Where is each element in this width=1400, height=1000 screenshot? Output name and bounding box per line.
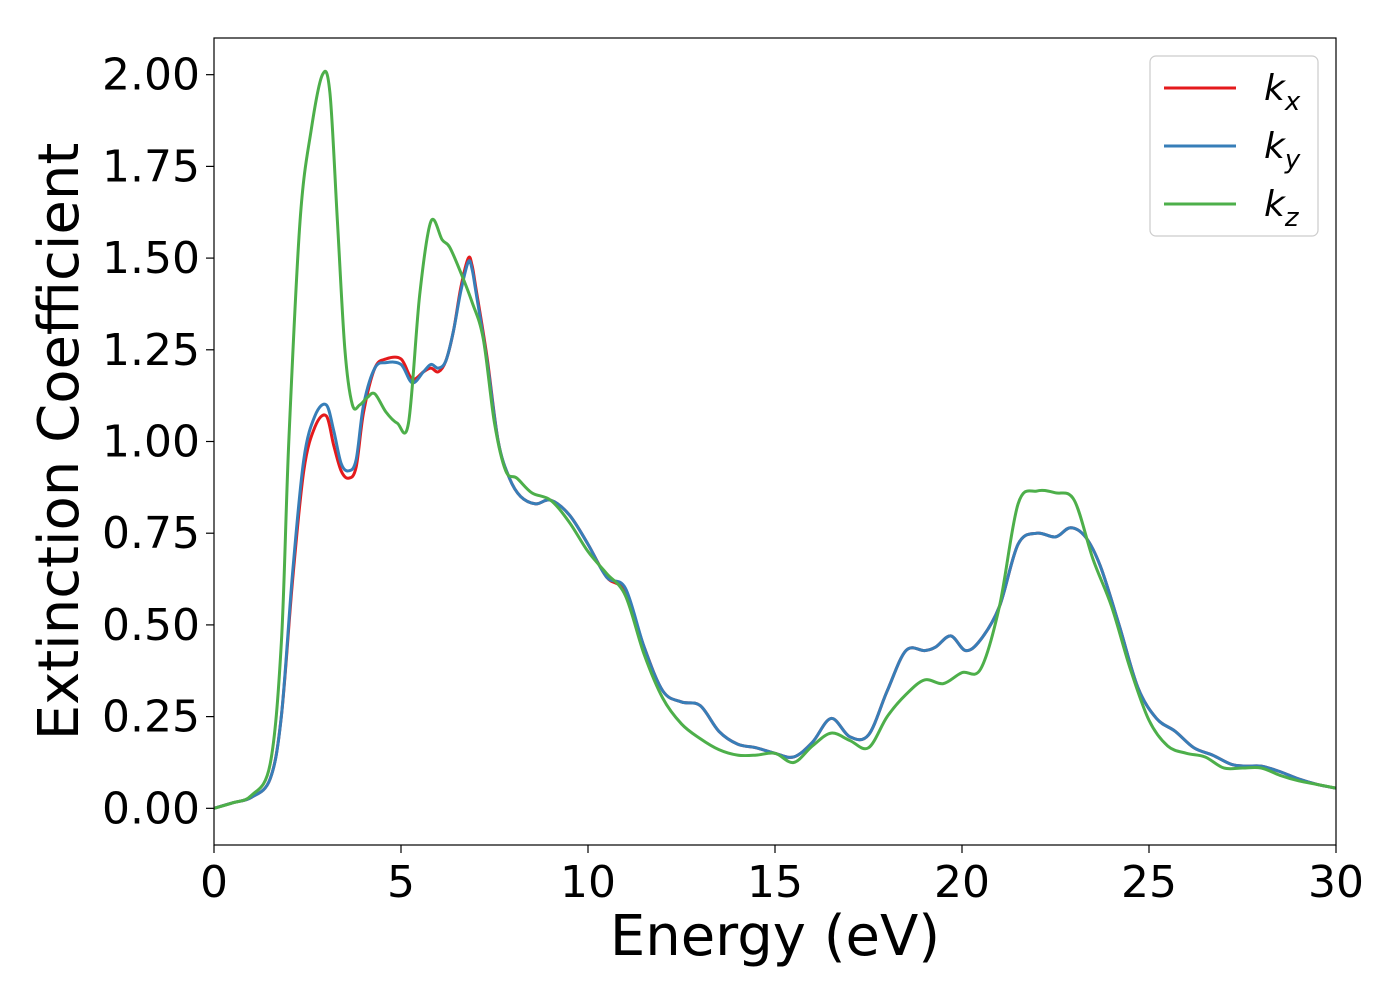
x-tick-label: 10 bbox=[560, 857, 616, 908]
series-layer bbox=[214, 69, 1336, 810]
legend-label-kz: kz bbox=[1264, 184, 1300, 233]
y-tick-label: 0.75 bbox=[102, 508, 200, 559]
y-axis-ticks: 0.00 0.25 0.50 0.75 1.00 1.25 1.50 1.75 2.00 bbox=[102, 50, 214, 834]
x-tick-label: 15 bbox=[747, 857, 803, 908]
y-tick-label: 1.00 bbox=[102, 417, 200, 468]
legend-label-kx: kx bbox=[1264, 68, 1301, 117]
x-tick-label: 5 bbox=[387, 857, 415, 908]
y-tick-label: 0.25 bbox=[102, 692, 200, 743]
series-line-kz bbox=[214, 69, 1336, 810]
y-tick-label: 2.00 bbox=[102, 50, 200, 101]
x-tick-label: 0 bbox=[200, 857, 228, 908]
x-tick-label: 20 bbox=[934, 857, 990, 908]
x-tick-label: 25 bbox=[1121, 857, 1177, 908]
x-axis-ticks: 0 5 10 15 20 25 30 bbox=[200, 845, 1364, 908]
y-tick-label: 1.50 bbox=[102, 233, 200, 284]
y-tick-label: 1.75 bbox=[102, 141, 200, 192]
y-tick-label: 0.00 bbox=[102, 783, 200, 834]
x-tick-label: 30 bbox=[1308, 857, 1364, 908]
legend: kx ky kz bbox=[1149, 55, 1319, 237]
y-tick-label: 1.25 bbox=[102, 325, 200, 376]
y-tick-label: 0.50 bbox=[102, 600, 200, 651]
y-axis-label: Extinction Coefficient bbox=[27, 143, 92, 741]
series-line-ky bbox=[214, 259, 1336, 810]
legend-label-ky: ky bbox=[1264, 126, 1301, 175]
x-axis-label: Energy (eV) bbox=[610, 904, 940, 969]
